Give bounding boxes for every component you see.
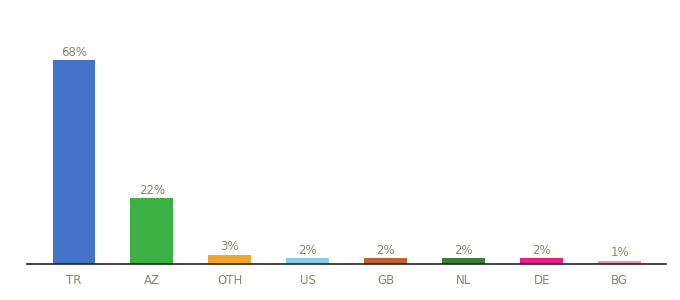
Text: 2%: 2% — [377, 244, 395, 256]
Bar — [209, 255, 252, 264]
Text: 68%: 68% — [61, 46, 87, 59]
Text: 2%: 2% — [532, 244, 551, 256]
Text: 1%: 1% — [611, 247, 629, 260]
Text: 3%: 3% — [220, 241, 239, 254]
Text: 2%: 2% — [454, 244, 473, 256]
Bar — [442, 258, 485, 264]
Bar — [598, 261, 641, 264]
Text: 22%: 22% — [139, 184, 165, 196]
Bar — [286, 258, 329, 264]
Bar — [131, 198, 173, 264]
Bar — [520, 258, 563, 264]
Bar — [364, 258, 407, 264]
Text: 2%: 2% — [299, 244, 317, 256]
Bar — [52, 60, 95, 264]
